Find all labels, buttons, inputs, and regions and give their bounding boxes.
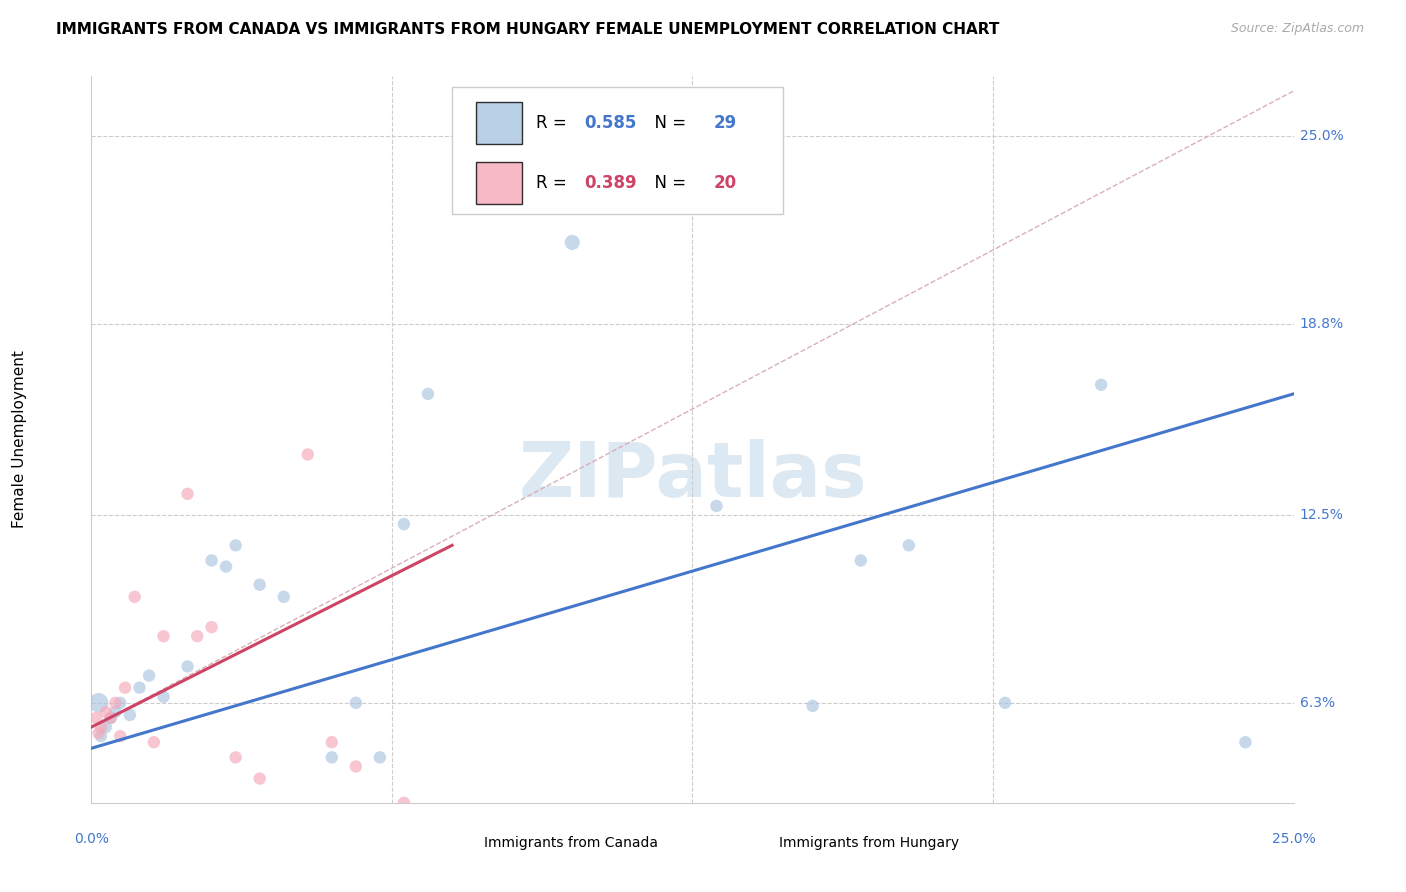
Point bbox=[176, 659, 198, 673]
Text: ZIPatlas: ZIPatlas bbox=[519, 439, 866, 513]
Point bbox=[1090, 377, 1112, 392]
Point bbox=[706, 499, 728, 513]
FancyBboxPatch shape bbox=[477, 161, 522, 203]
Point bbox=[90, 720, 112, 734]
Point bbox=[138, 668, 160, 682]
Point bbox=[110, 729, 132, 743]
Point bbox=[249, 578, 271, 592]
Text: Immigrants from Hungary: Immigrants from Hungary bbox=[779, 836, 959, 850]
Text: 25.0%: 25.0% bbox=[1271, 832, 1316, 846]
Point bbox=[176, 487, 198, 501]
Point bbox=[200, 553, 222, 567]
Point bbox=[344, 696, 367, 710]
Point bbox=[94, 720, 117, 734]
Text: R =: R = bbox=[536, 174, 572, 192]
Point bbox=[297, 447, 319, 461]
Point bbox=[124, 590, 146, 604]
Text: 0.0%: 0.0% bbox=[75, 832, 108, 846]
Point bbox=[200, 620, 222, 634]
Point bbox=[994, 696, 1017, 710]
Text: 20: 20 bbox=[714, 174, 737, 192]
Point bbox=[368, 750, 391, 764]
Point bbox=[561, 235, 583, 250]
Point bbox=[801, 698, 824, 713]
Point bbox=[87, 726, 110, 740]
Point bbox=[416, 387, 439, 401]
Point bbox=[344, 759, 367, 773]
Point bbox=[273, 590, 295, 604]
Text: N =: N = bbox=[644, 114, 692, 132]
Point bbox=[128, 681, 150, 695]
Point bbox=[392, 796, 415, 810]
Point bbox=[104, 696, 127, 710]
Point bbox=[84, 711, 107, 725]
Point bbox=[225, 538, 247, 552]
Point bbox=[897, 538, 920, 552]
Point bbox=[104, 705, 127, 719]
Text: 29: 29 bbox=[714, 114, 737, 132]
Text: 25.0%: 25.0% bbox=[1299, 129, 1343, 144]
Point bbox=[152, 690, 174, 704]
FancyBboxPatch shape bbox=[451, 87, 783, 214]
Point bbox=[849, 553, 872, 567]
Text: 18.8%: 18.8% bbox=[1299, 318, 1344, 331]
Point bbox=[392, 517, 415, 532]
Text: N =: N = bbox=[644, 174, 692, 192]
FancyBboxPatch shape bbox=[477, 102, 522, 145]
Text: 12.5%: 12.5% bbox=[1299, 508, 1343, 522]
Point bbox=[152, 629, 174, 643]
Point bbox=[94, 705, 117, 719]
Point bbox=[225, 750, 247, 764]
Point bbox=[90, 729, 112, 743]
Point bbox=[215, 559, 238, 574]
Point bbox=[1234, 735, 1257, 749]
Text: R =: R = bbox=[536, 114, 572, 132]
Text: Source: ZipAtlas.com: Source: ZipAtlas.com bbox=[1230, 22, 1364, 36]
Point bbox=[186, 629, 208, 643]
Point bbox=[118, 708, 141, 723]
FancyBboxPatch shape bbox=[728, 829, 768, 857]
Text: 6.3%: 6.3% bbox=[1299, 696, 1334, 710]
Point bbox=[110, 696, 132, 710]
Point bbox=[100, 711, 122, 725]
Text: Immigrants from Canada: Immigrants from Canada bbox=[485, 836, 658, 850]
Point bbox=[321, 750, 343, 764]
Point bbox=[114, 681, 136, 695]
Point bbox=[87, 696, 110, 710]
Point bbox=[142, 735, 165, 749]
Text: 0.389: 0.389 bbox=[585, 174, 637, 192]
Text: IMMIGRANTS FROM CANADA VS IMMIGRANTS FROM HUNGARY FEMALE UNEMPLOYMENT CORRELATIO: IMMIGRANTS FROM CANADA VS IMMIGRANTS FRO… bbox=[56, 22, 1000, 37]
Point bbox=[100, 711, 122, 725]
Text: 0.585: 0.585 bbox=[585, 114, 637, 132]
Point bbox=[321, 735, 343, 749]
FancyBboxPatch shape bbox=[434, 829, 472, 857]
Text: Female Unemployment: Female Unemployment bbox=[11, 351, 27, 528]
Point bbox=[249, 772, 271, 786]
